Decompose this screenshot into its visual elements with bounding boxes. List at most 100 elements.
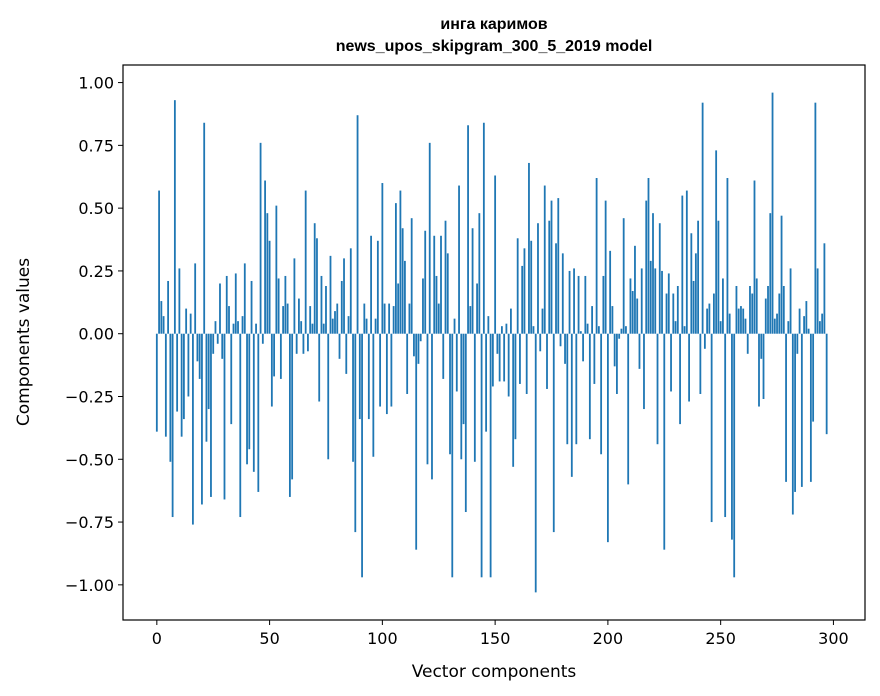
bar — [162, 316, 165, 334]
bar — [532, 326, 535, 334]
bar — [419, 333, 422, 342]
bar — [214, 321, 217, 334]
bar — [160, 301, 163, 334]
bar — [622, 218, 625, 334]
bar — [462, 333, 465, 425]
bar — [753, 180, 756, 334]
bar — [652, 213, 654, 334]
bar — [555, 243, 557, 334]
bar — [485, 333, 488, 432]
bar — [480, 333, 483, 578]
bar — [440, 235, 442, 334]
bar — [724, 333, 727, 518]
bar — [627, 333, 630, 485]
bar — [458, 185, 460, 334]
bar — [284, 275, 287, 334]
bar — [415, 333, 418, 550]
bar — [794, 333, 796, 492]
x-tick-label: 200 — [593, 629, 624, 648]
bar — [616, 333, 618, 394]
bar — [672, 293, 675, 334]
bar — [383, 303, 386, 334]
bar — [279, 333, 282, 379]
bar — [791, 333, 794, 515]
bar — [717, 220, 720, 334]
bar — [618, 333, 621, 339]
bar — [539, 333, 542, 352]
bar — [771, 92, 774, 334]
bar — [602, 275, 605, 334]
bar — [613, 333, 616, 367]
bar — [352, 333, 354, 462]
bar — [185, 308, 188, 334]
bar — [442, 333, 445, 379]
y-tick-label: 0.25 — [78, 262, 114, 281]
bar — [742, 308, 745, 334]
bar — [769, 213, 772, 334]
bar — [304, 190, 307, 334]
bar — [663, 333, 666, 550]
bar — [631, 291, 634, 334]
bar — [514, 333, 517, 440]
bar — [435, 275, 438, 334]
bar — [825, 333, 828, 435]
bar — [557, 198, 560, 334]
bar — [809, 333, 812, 482]
bar — [582, 333, 584, 362]
bar — [586, 323, 589, 334]
bar — [523, 248, 526, 334]
bar — [451, 333, 454, 578]
bar — [634, 245, 636, 334]
bar — [740, 306, 742, 334]
bar — [703, 333, 706, 349]
bar — [706, 308, 709, 334]
bar — [372, 333, 375, 457]
bar — [573, 268, 575, 334]
bar — [241, 316, 244, 334]
bar — [685, 190, 688, 334]
bar — [234, 273, 237, 334]
bar — [579, 331, 582, 334]
y-axis: 1.00 0.75 0.50 0.25 0.00 −0.25 −0.50 −0.75 −1.00 — [65, 74, 123, 595]
bar — [665, 293, 668, 334]
bar — [764, 298, 767, 334]
chart-title: инга каримов — [440, 16, 547, 33]
bar — [487, 316, 490, 334]
bar — [550, 200, 553, 334]
bar — [629, 278, 632, 334]
bar — [424, 230, 427, 334]
bar — [316, 238, 318, 334]
bar — [266, 213, 269, 334]
bar — [331, 318, 334, 334]
bar — [600, 333, 603, 455]
bar — [674, 321, 677, 334]
bar — [455, 333, 458, 392]
bar — [722, 278, 724, 334]
bar — [223, 333, 226, 500]
bar — [232, 323, 235, 334]
bar — [800, 333, 803, 487]
bar — [216, 333, 219, 344]
bar — [755, 278, 758, 334]
bar — [219, 283, 221, 334]
bar — [322, 323, 325, 334]
bar — [694, 253, 697, 334]
bar — [169, 333, 172, 462]
bar — [767, 285, 769, 334]
bar — [812, 333, 815, 422]
bar — [433, 235, 436, 334]
bar — [212, 333, 215, 354]
plot-frame — [122, 64, 866, 621]
bar — [426, 333, 429, 465]
bar — [667, 273, 670, 334]
bar — [413, 333, 415, 357]
bar — [575, 333, 578, 445]
bar — [625, 326, 627, 334]
bar — [647, 178, 650, 334]
x-axis: 0 50 100 150 200 250 300 — [152, 620, 849, 648]
bar — [609, 250, 612, 334]
y-tick-label: 1.00 — [78, 74, 114, 93]
bar — [243, 263, 246, 334]
bar — [327, 333, 330, 460]
bar — [397, 283, 400, 334]
